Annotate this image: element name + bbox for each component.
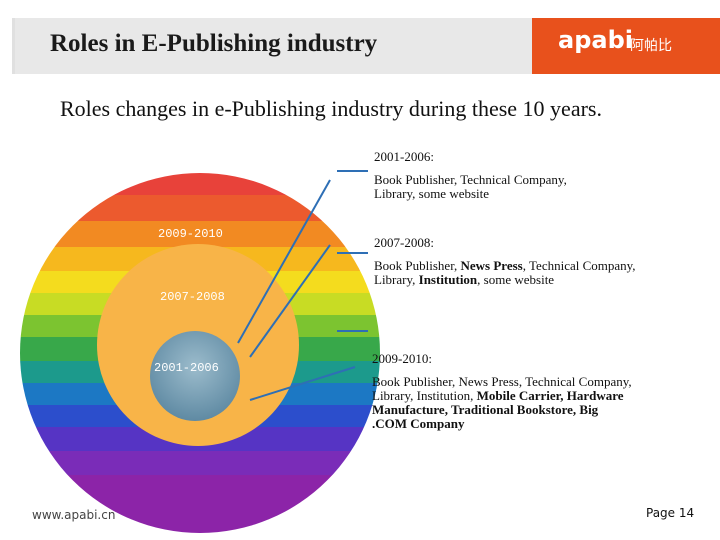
description-text: Book Publisher, bbox=[374, 258, 461, 273]
footer-url: www.apabi.cn bbox=[32, 508, 116, 522]
slide-title: Roles in E-Publishing industry bbox=[50, 30, 378, 57]
ring-label-2007-2008: 2007-2008 bbox=[160, 290, 225, 304]
description-heading: 2007-2008: bbox=[374, 235, 434, 250]
ring-label-2001-2006: 2001-2006 bbox=[154, 361, 219, 375]
page-number-value: 14 bbox=[678, 506, 695, 520]
pointer-line-2001-2006 bbox=[237, 179, 331, 344]
description-text: Book Publisher, News Press, Technical Co… bbox=[372, 374, 632, 403]
logo-chinese-text: 阿帕比 bbox=[630, 38, 672, 54]
description-text-bold: Institution bbox=[418, 272, 478, 287]
description-2007-2008: 2007-2008: Book Publisher, News Press, T… bbox=[374, 236, 644, 287]
page-number: Page 14 bbox=[646, 506, 694, 520]
ring-label-2009-2010: 2009-2010 bbox=[158, 227, 223, 241]
description-heading: 2009-2010: bbox=[372, 351, 432, 366]
inner-ring-2001-2006 bbox=[150, 331, 240, 421]
apabi-logo: apabi 阿帕比 bbox=[532, 18, 720, 74]
description-text: , Technical Company, Library, bbox=[374, 258, 636, 287]
pointer-line-2009-2010 bbox=[249, 366, 356, 401]
pointer-lines bbox=[237, 170, 368, 401]
logo-latin-text: apabi bbox=[558, 26, 633, 54]
description-text: , some website bbox=[477, 272, 555, 287]
description-text-bold: Mobile Carrier, Hardware Manufacture, Tr… bbox=[372, 388, 624, 431]
slide-subtitle: Roles changes in e-Publishing industry d… bbox=[60, 96, 602, 121]
pointer-line-2007-2008 bbox=[249, 244, 331, 358]
description-heading: 2001-2006: bbox=[374, 149, 434, 164]
title-bar-accent bbox=[12, 18, 15, 74]
description-2001-2006: 2001-2006: Book Publisher, Technical Com… bbox=[374, 150, 604, 201]
description-text: Book Publisher, Technical Company, Libra… bbox=[374, 172, 567, 201]
description-2009-2010: 2009-2010: Book Publisher, News Press, T… bbox=[372, 352, 634, 431]
page-label: Page bbox=[646, 506, 676, 520]
description-text-bold: News Press bbox=[460, 258, 523, 273]
